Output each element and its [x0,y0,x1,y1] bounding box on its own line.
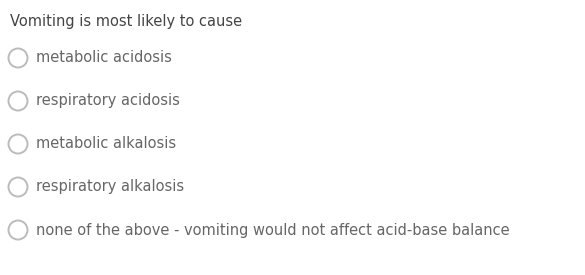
Circle shape [9,48,27,67]
Circle shape [9,221,27,240]
Text: Vomiting is most likely to cause: Vomiting is most likely to cause [10,14,242,29]
Text: respiratory alkalosis: respiratory alkalosis [36,180,184,194]
Text: metabolic acidosis: metabolic acidosis [36,51,172,65]
Circle shape [9,92,27,111]
Circle shape [9,134,27,153]
Text: respiratory acidosis: respiratory acidosis [36,94,180,109]
Text: metabolic alkalosis: metabolic alkalosis [36,136,176,152]
Circle shape [9,177,27,197]
Text: none of the above - vomiting would not affect acid-base balance: none of the above - vomiting would not a… [36,222,510,238]
